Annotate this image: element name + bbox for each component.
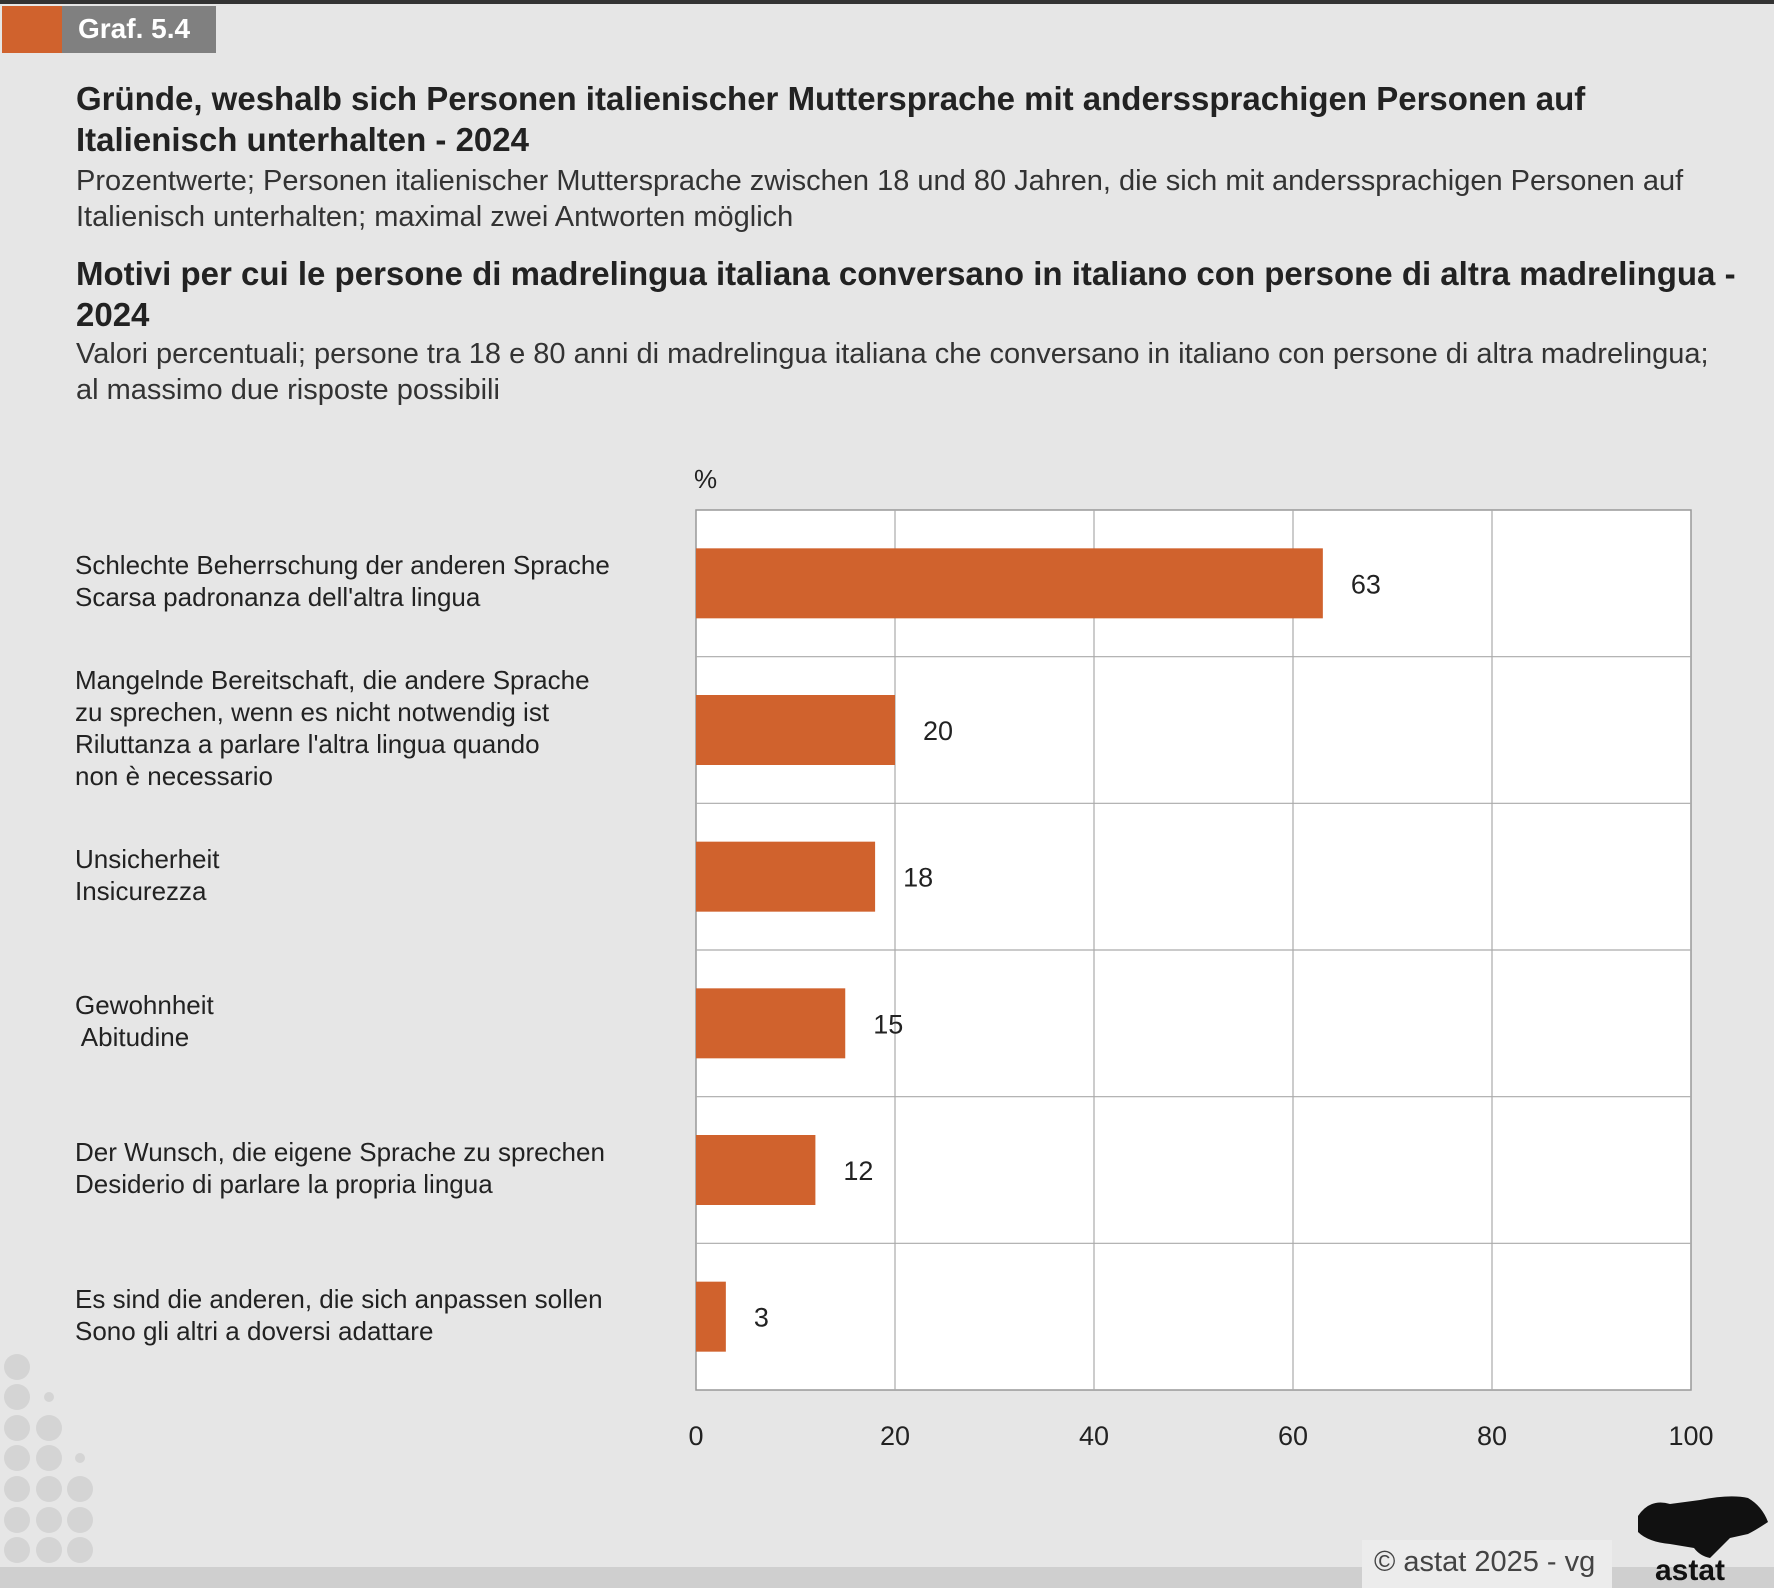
category-label: Mangelnde Bereitschaft, die andere Sprac… (75, 665, 590, 791)
x-tick-label: 0 (688, 1421, 703, 1451)
top-border (0, 0, 1774, 4)
bar (696, 695, 895, 765)
value-label: 18 (903, 863, 933, 893)
value-label: 63 (1351, 569, 1381, 599)
bar (696, 548, 1323, 619)
value-label: 3 (754, 1303, 769, 1333)
value-label: 20 (923, 716, 953, 746)
value-label: 15 (873, 1009, 903, 1039)
category-label: Der Wunsch, die eigene Sprache zu sprech… (75, 1137, 605, 1199)
title-de: Gründe, weshalb sich Personen italienisc… (76, 80, 1586, 158)
x-tick-label: 20 (880, 1421, 910, 1451)
title-it: Motivi per cui le persone di madrelingua… (76, 255, 1736, 333)
x-tick-label: 60 (1278, 1421, 1308, 1451)
category-label: Schlechte Beherrschung der anderen Sprac… (75, 550, 610, 613)
bar (696, 1281, 726, 1352)
footer-band (0, 1567, 1774, 1588)
bar (696, 988, 846, 1059)
logo-text: astat (1655, 1554, 1726, 1587)
subtitle-it: Valori percentuali; persone tra 18 e 80 … (76, 338, 1709, 406)
x-tick-label: 40 (1079, 1421, 1109, 1451)
bar (696, 841, 876, 912)
category-label: Unsicherheit Insicurezza (75, 843, 220, 906)
bar (696, 1135, 816, 1205)
copyright: © astat 2025 - vg (1362, 1540, 1612, 1588)
dots-decoration (4, 1354, 93, 1563)
chart-tag: Graf. 5.4 (62, 6, 216, 53)
subtitle-de: Prozentwerte; Personen italienischer Mut… (76, 165, 1684, 233)
x-tick-label: 80 (1477, 1421, 1507, 1451)
accent-block (2, 6, 62, 53)
unit-label: % (694, 464, 717, 494)
x-tick-label: 100 (1668, 1421, 1713, 1451)
astat-logo-icon (1638, 1496, 1768, 1558)
category-label: Gewohnheit Abitudine (75, 990, 214, 1053)
category-label: Es sind die anderen, die sich anpassen s… (75, 1283, 603, 1346)
value-label: 12 (843, 1156, 873, 1186)
